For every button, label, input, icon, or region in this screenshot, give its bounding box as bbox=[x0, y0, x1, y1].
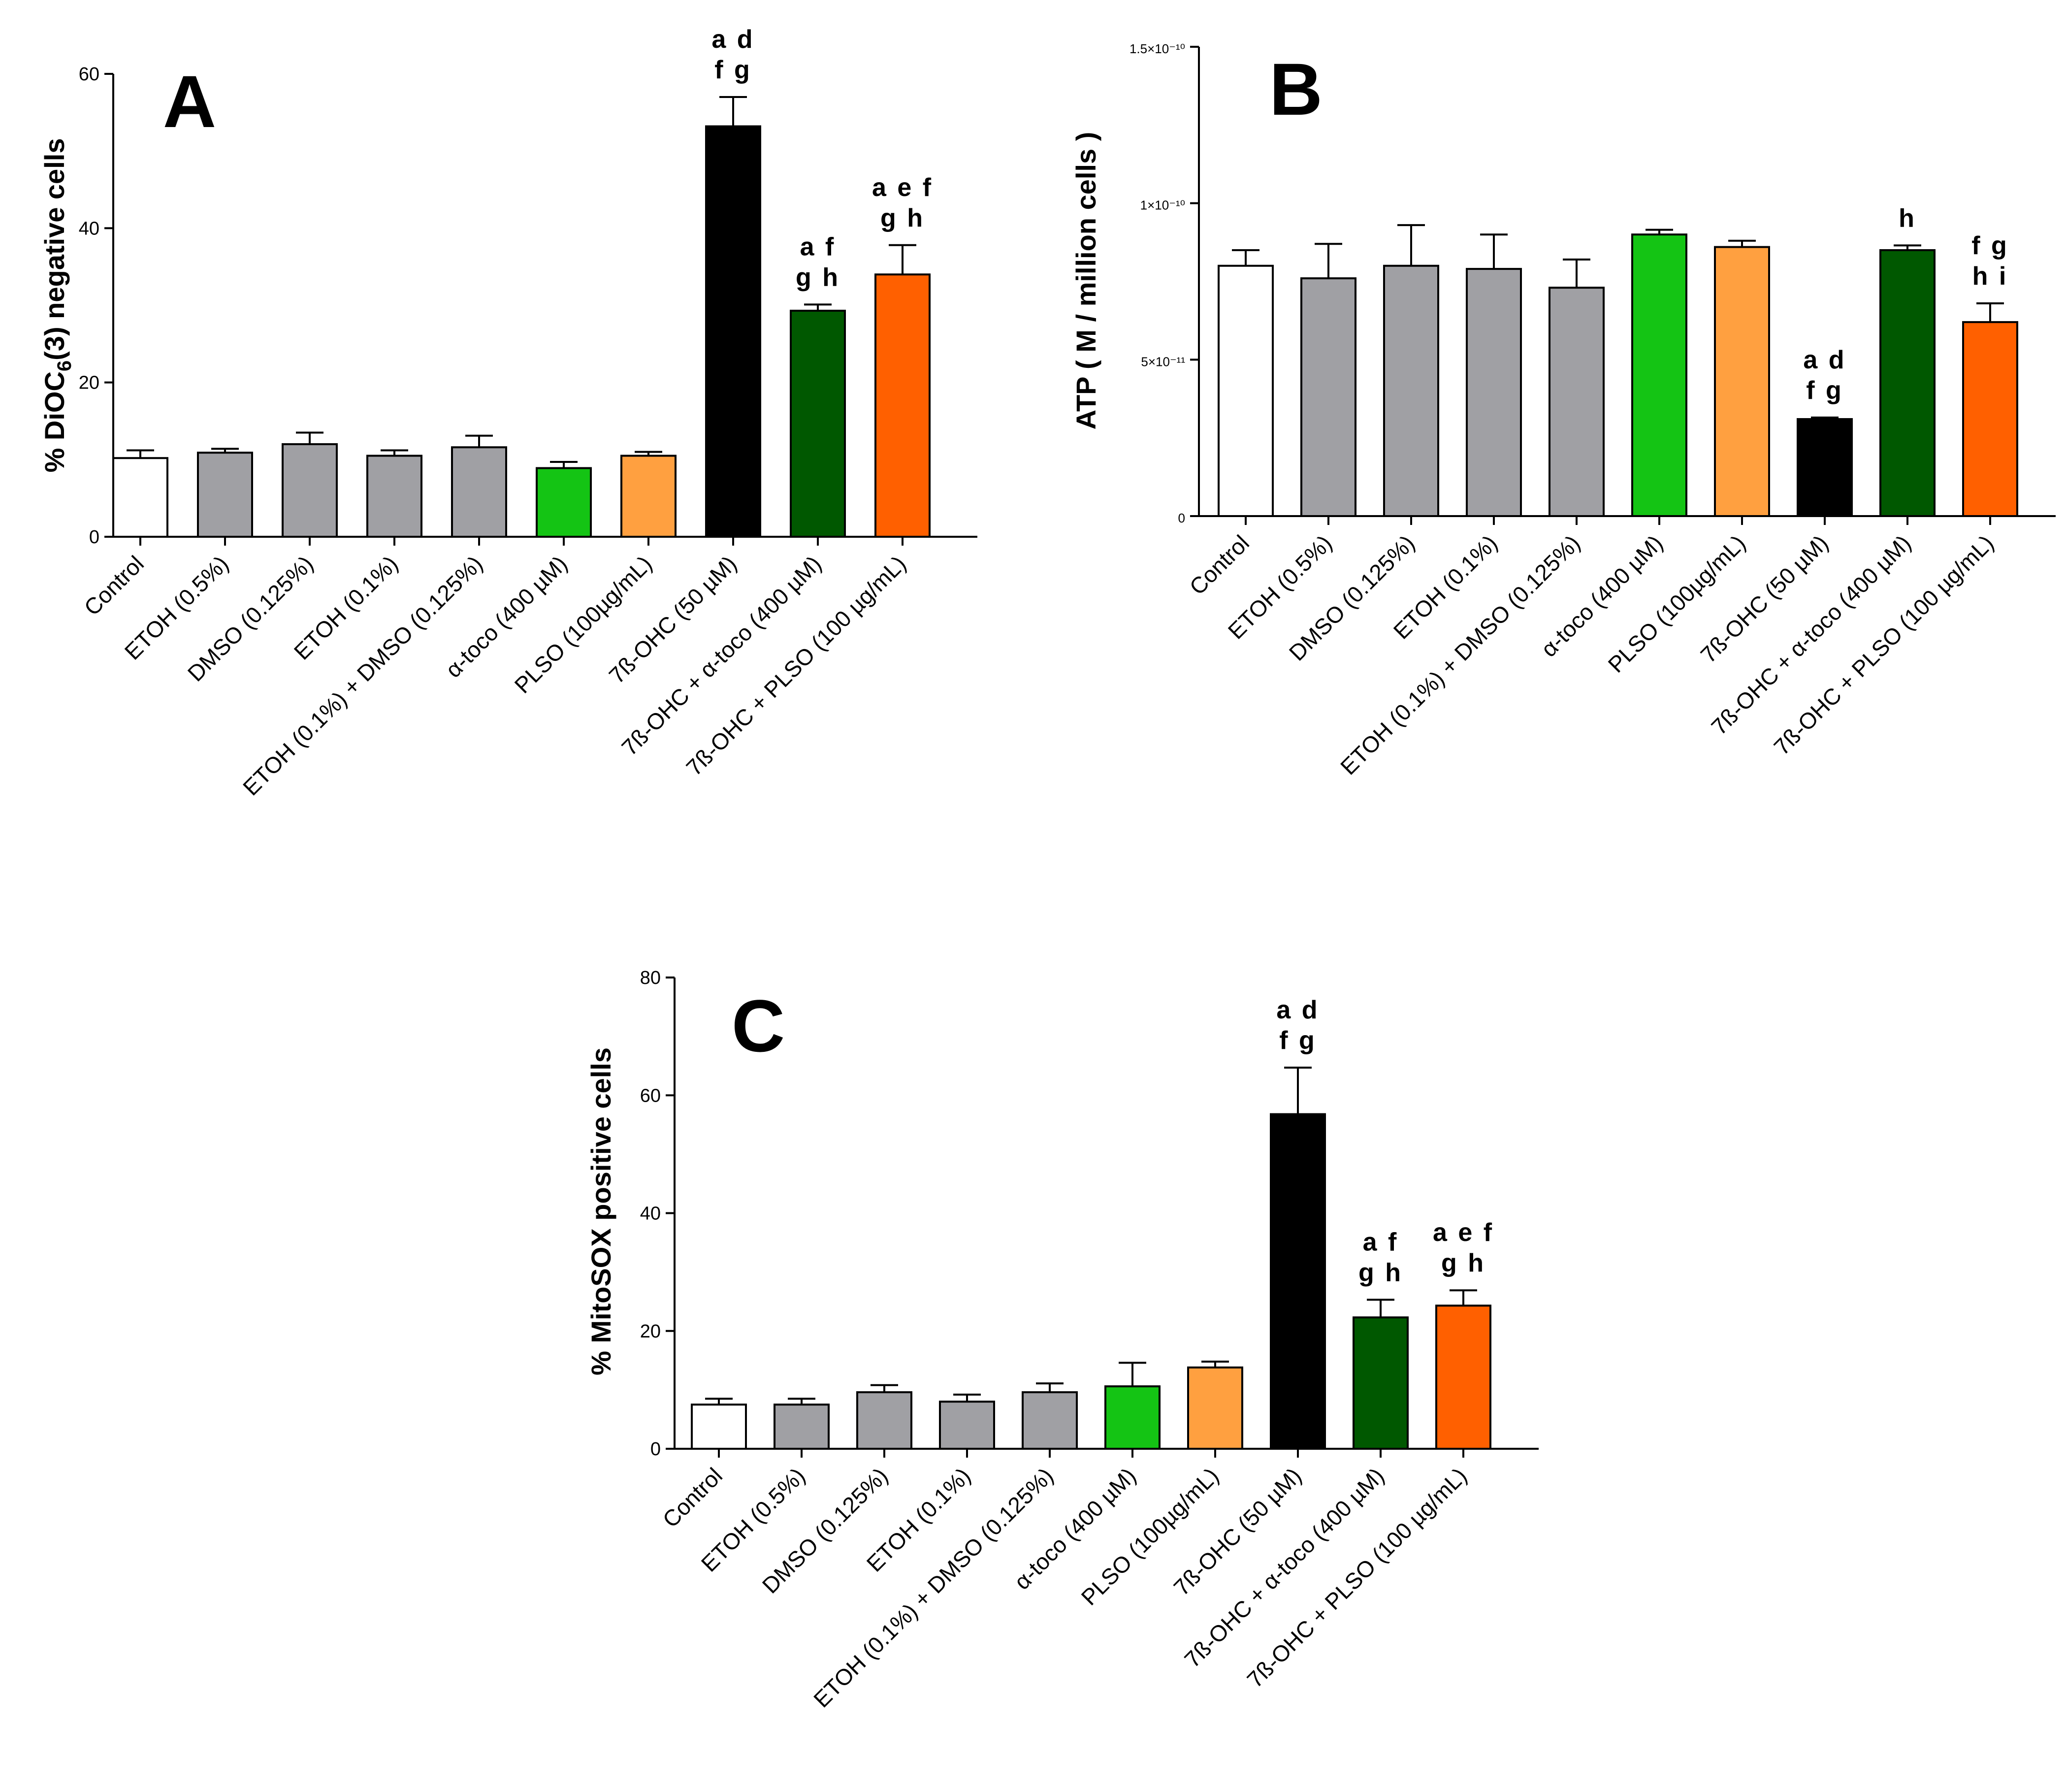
y-tick-label: 0 bbox=[650, 1439, 661, 1460]
bar bbox=[1187, 1366, 1243, 1450]
bar bbox=[1631, 233, 1687, 517]
bar bbox=[451, 446, 507, 538]
significance-label: h bbox=[1899, 204, 1916, 232]
y-tick-label: 5×10⁻¹¹ bbox=[1141, 354, 1185, 369]
bar bbox=[536, 467, 592, 538]
bar bbox=[1962, 321, 2018, 517]
y-axis-label: % MitoSOX positive cells bbox=[585, 1047, 616, 1375]
bar bbox=[1549, 287, 1605, 517]
y-tick-label: 1.5×10⁻¹⁰ bbox=[1130, 41, 1185, 56]
y-tick-label: 20 bbox=[79, 373, 99, 393]
y-tick-label: 40 bbox=[640, 1204, 661, 1224]
significance-label: a e f bbox=[1433, 1218, 1494, 1247]
bar bbox=[790, 309, 846, 538]
bar bbox=[1218, 264, 1274, 517]
significance-label: g h bbox=[880, 204, 925, 232]
chart-panel-b: B 0 5×10⁻¹¹ 1×10⁻¹⁰ 1.5×10⁻¹⁰ ATP ( M / milli… bbox=[1070, 41, 2056, 780]
panel-letter: C bbox=[732, 984, 785, 1067]
chart-panel-c: C 0 20 40 60 80 % MitoSOX positive cells Contro… bbox=[585, 968, 1539, 1712]
significance-label: f g bbox=[1279, 1026, 1317, 1055]
y-axis-label-part: % DiOC bbox=[39, 371, 70, 472]
significance-label: f g bbox=[1971, 231, 2009, 260]
panel-letter: A bbox=[163, 60, 216, 143]
bar bbox=[691, 1403, 747, 1450]
significance-label: g h bbox=[1441, 1249, 1485, 1277]
category-label: Control bbox=[79, 551, 149, 620]
bar bbox=[1879, 249, 1936, 517]
bar bbox=[1104, 1385, 1161, 1450]
bar bbox=[620, 455, 677, 538]
category-label: PLSO (100µg/mL) bbox=[1076, 1463, 1224, 1610]
bar bbox=[1466, 268, 1522, 517]
significance-label: a e f bbox=[872, 173, 933, 202]
bar bbox=[112, 457, 168, 538]
bar bbox=[874, 273, 931, 538]
bar bbox=[705, 125, 761, 538]
y-tick-label: 40 bbox=[79, 218, 99, 239]
y-axis-label-subscript: 6 bbox=[54, 360, 75, 371]
y-axis-label-part: (3) negative cells bbox=[39, 138, 70, 360]
category-label: Control bbox=[657, 1463, 727, 1532]
significance-label: f g bbox=[1806, 376, 1843, 405]
bar bbox=[1383, 264, 1439, 517]
bar bbox=[1022, 1391, 1078, 1450]
bar bbox=[197, 452, 253, 538]
significance-label: a f bbox=[800, 232, 836, 261]
significance-label: g h bbox=[796, 263, 840, 292]
bar bbox=[1435, 1304, 1491, 1450]
y-tick-label: 0 bbox=[89, 527, 99, 548]
y-tick-label: 60 bbox=[640, 1085, 661, 1106]
chart-panel-a: A 0 20 40 60 % DiOC6(3) negative cells Control… bbox=[39, 25, 977, 800]
significance-label: a d bbox=[1276, 996, 1319, 1024]
significance-label: a d bbox=[711, 25, 754, 54]
bar bbox=[1270, 1113, 1326, 1450]
bar bbox=[1714, 246, 1770, 517]
significance-label: a d bbox=[1803, 346, 1846, 374]
bar bbox=[282, 443, 338, 538]
category-label: PLSO (100µg/mL) bbox=[1603, 530, 1750, 678]
panel-letter: B bbox=[1269, 48, 1323, 130]
y-axis-label: ATP ( M / million cells ) bbox=[1070, 132, 1101, 430]
bar bbox=[1797, 418, 1853, 518]
bar bbox=[939, 1401, 995, 1450]
y-tick-label: 20 bbox=[640, 1321, 661, 1342]
y-axis-label: % DiOC6(3) negative cells bbox=[39, 138, 75, 473]
bar bbox=[366, 455, 422, 538]
significance-label: g h bbox=[1358, 1258, 1403, 1287]
bar bbox=[1353, 1316, 1409, 1450]
bar bbox=[774, 1403, 830, 1450]
significance-label: h i bbox=[1972, 262, 2008, 291]
bar bbox=[1300, 277, 1356, 517]
significance-label: a f bbox=[1363, 1228, 1399, 1256]
bar bbox=[856, 1391, 912, 1450]
y-tick-label: 0 bbox=[1178, 511, 1185, 525]
y-tick-label: 80 bbox=[640, 968, 661, 988]
category-label: Control bbox=[1184, 530, 1254, 600]
significance-label: f g bbox=[714, 56, 752, 84]
y-tick-label: 60 bbox=[79, 64, 99, 85]
y-tick-label: 1×10⁻¹⁰ bbox=[1140, 198, 1185, 213]
